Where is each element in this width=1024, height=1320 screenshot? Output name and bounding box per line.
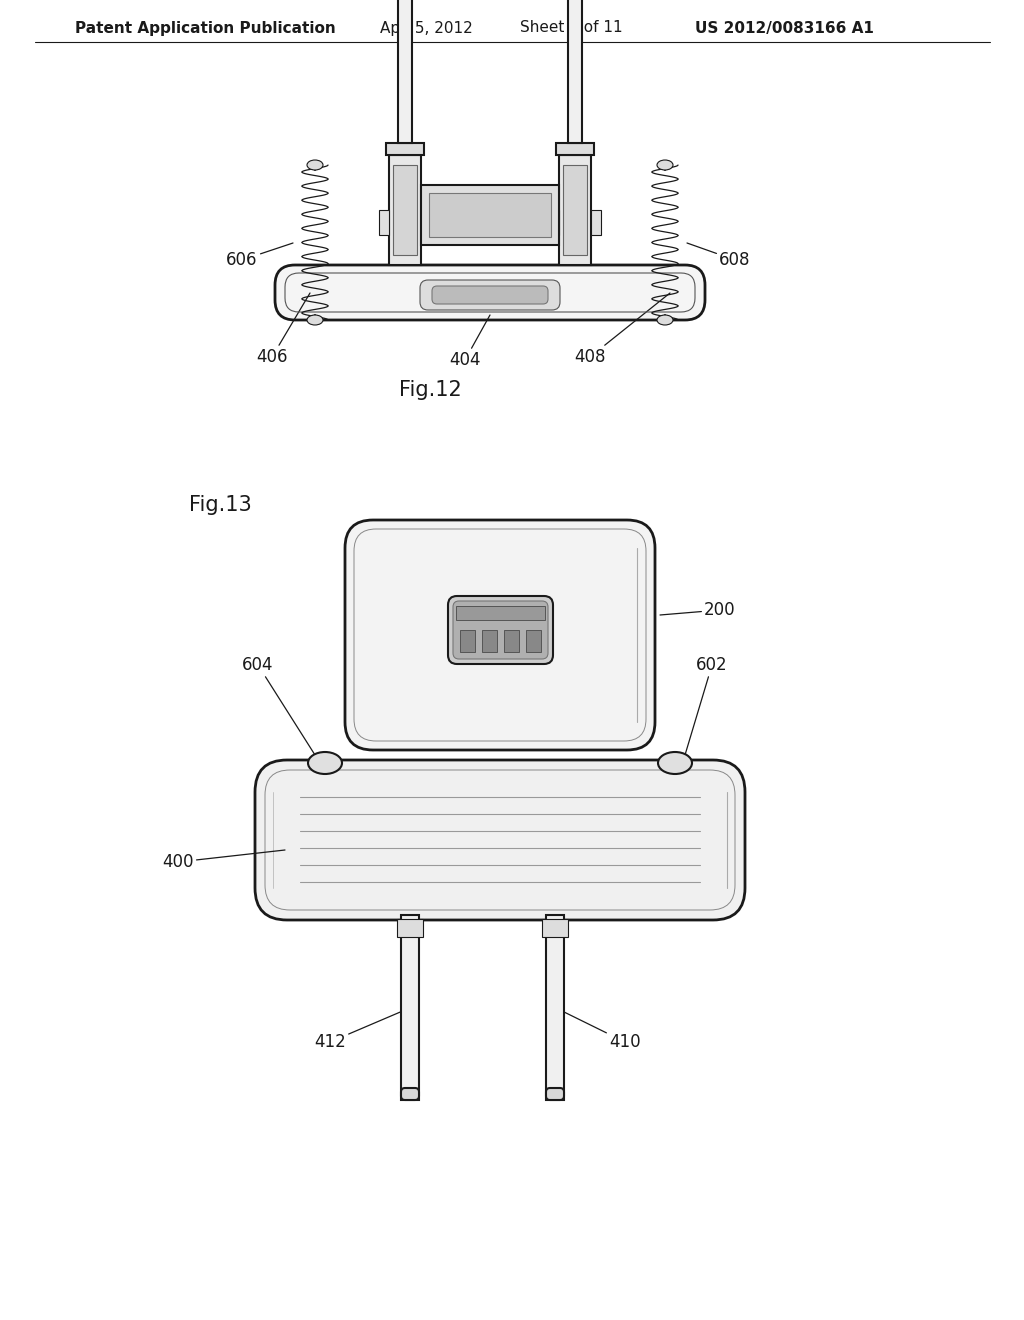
FancyBboxPatch shape bbox=[345, 520, 655, 750]
Ellipse shape bbox=[307, 315, 323, 325]
FancyBboxPatch shape bbox=[255, 760, 745, 920]
Bar bbox=[482, 630, 497, 652]
Bar bbox=[429, 193, 551, 238]
Bar bbox=[526, 630, 541, 652]
Text: 404: 404 bbox=[450, 315, 490, 370]
Bar bbox=[460, 630, 475, 652]
FancyBboxPatch shape bbox=[546, 1088, 564, 1100]
FancyBboxPatch shape bbox=[401, 1088, 419, 1100]
Bar bbox=[591, 210, 601, 235]
Text: Patent Application Publication: Patent Application Publication bbox=[75, 21, 336, 36]
Bar bbox=[559, 154, 591, 265]
Text: 406: 406 bbox=[256, 293, 310, 366]
Text: 602: 602 bbox=[685, 656, 728, 755]
Bar bbox=[398, 0, 412, 143]
Ellipse shape bbox=[307, 160, 323, 170]
FancyBboxPatch shape bbox=[432, 286, 548, 304]
Bar bbox=[421, 210, 431, 235]
Bar bbox=[393, 165, 417, 255]
Bar bbox=[379, 210, 389, 235]
Text: US 2012/0083166 A1: US 2012/0083166 A1 bbox=[695, 21, 873, 36]
Ellipse shape bbox=[657, 160, 673, 170]
Bar bbox=[568, 0, 582, 143]
Text: Apr. 5, 2012: Apr. 5, 2012 bbox=[380, 21, 473, 36]
Text: 608: 608 bbox=[687, 243, 751, 269]
Bar bbox=[549, 210, 559, 235]
Bar bbox=[556, 143, 594, 154]
Bar bbox=[397, 919, 423, 937]
Text: 606: 606 bbox=[226, 243, 293, 269]
Text: 400: 400 bbox=[162, 850, 285, 871]
FancyBboxPatch shape bbox=[275, 265, 705, 319]
Ellipse shape bbox=[308, 752, 342, 774]
FancyBboxPatch shape bbox=[453, 601, 548, 659]
Bar bbox=[389, 154, 421, 265]
Ellipse shape bbox=[658, 752, 692, 774]
Text: 410: 410 bbox=[560, 1010, 641, 1051]
Bar bbox=[563, 165, 587, 255]
Text: 412: 412 bbox=[314, 1010, 406, 1051]
Text: 408: 408 bbox=[574, 293, 670, 366]
Bar bbox=[386, 143, 424, 154]
Bar bbox=[401, 915, 419, 1100]
Bar bbox=[456, 606, 545, 620]
Text: 200: 200 bbox=[660, 601, 736, 619]
FancyBboxPatch shape bbox=[420, 280, 560, 310]
Bar bbox=[542, 919, 568, 937]
Ellipse shape bbox=[657, 315, 673, 325]
Text: Fig.13: Fig.13 bbox=[188, 495, 251, 515]
Text: 604: 604 bbox=[243, 656, 315, 755]
FancyBboxPatch shape bbox=[449, 597, 553, 664]
Text: Fig.12: Fig.12 bbox=[398, 380, 462, 400]
Text: Sheet 7 of 11: Sheet 7 of 11 bbox=[520, 21, 623, 36]
Bar bbox=[421, 185, 559, 246]
Bar bbox=[504, 630, 519, 652]
Bar bbox=[546, 915, 564, 1100]
